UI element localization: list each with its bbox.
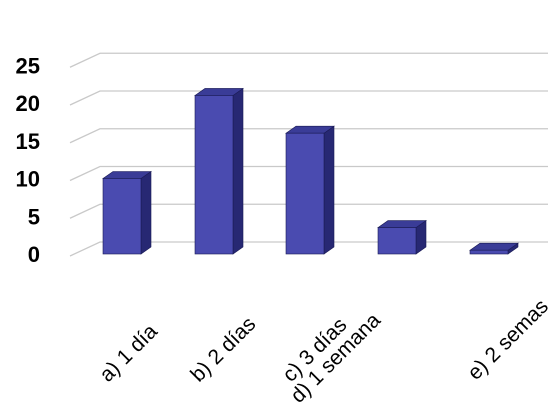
y-axis-tick-labels: 0 5 10 15 20 25	[16, 53, 40, 267]
x-category-label: a) 1 día	[95, 320, 162, 387]
gridline	[69, 128, 548, 144]
y-tick-label: 10	[16, 167, 40, 192]
gridline	[69, 52, 548, 68]
x-category-label: b) 2 días	[186, 312, 260, 386]
bar	[285, 125, 335, 255]
bar	[102, 170, 152, 255]
y-tick-label: 20	[16, 91, 40, 116]
bar-front-face	[377, 227, 417, 255]
y-tick-label: 25	[16, 53, 40, 78]
bar	[469, 242, 519, 255]
gridline	[69, 90, 548, 106]
gridline	[69, 165, 548, 182]
gridline	[69, 203, 548, 219]
y-tick-label: 0	[28, 242, 40, 267]
bar	[194, 87, 244, 255]
bars	[102, 87, 519, 255]
bar-front-face	[102, 178, 142, 255]
x-category-label: e) 2 semas	[463, 295, 553, 385]
bar-side-face	[140, 170, 152, 255]
bar-front-face	[469, 249, 509, 255]
bar-side-face	[232, 87, 244, 255]
y-tick-label: 5	[28, 204, 40, 229]
y-tick-label: 15	[16, 129, 40, 154]
bar-front-face	[194, 95, 234, 255]
bar-front-face	[285, 132, 325, 255]
bar	[377, 219, 427, 255]
bar-side-face	[323, 125, 335, 255]
